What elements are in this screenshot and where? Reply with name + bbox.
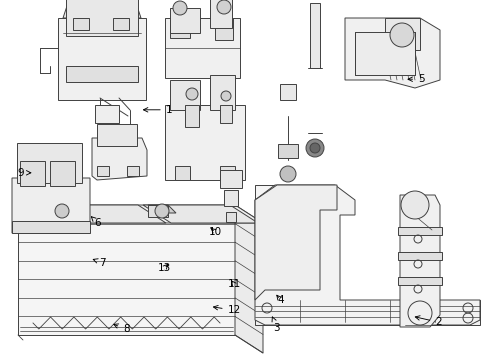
Bar	[215, 18, 233, 40]
Bar	[226, 212, 236, 222]
Bar	[170, 8, 200, 33]
Bar	[224, 190, 238, 206]
Polygon shape	[345, 18, 440, 88]
Bar	[220, 166, 235, 180]
Bar	[12, 221, 90, 233]
Bar	[220, 170, 242, 188]
Text: 8: 8	[114, 324, 130, 334]
Text: 4: 4	[277, 294, 284, 305]
Bar	[398, 277, 442, 285]
Bar	[175, 166, 190, 180]
Polygon shape	[23, 205, 166, 223]
Text: 2: 2	[416, 316, 442, 327]
Polygon shape	[255, 185, 335, 300]
Polygon shape	[165, 18, 240, 78]
Bar	[66, 66, 138, 82]
Circle shape	[310, 143, 320, 153]
Bar	[210, 75, 235, 110]
Bar	[97, 166, 109, 176]
Text: 12: 12	[214, 305, 241, 315]
Text: 10: 10	[209, 227, 222, 237]
Polygon shape	[255, 185, 337, 300]
Circle shape	[280, 166, 296, 182]
Bar	[66, 0, 138, 36]
Bar	[95, 105, 119, 123]
Text: 7: 7	[93, 258, 106, 268]
Bar	[398, 252, 442, 260]
Polygon shape	[355, 32, 415, 75]
Circle shape	[217, 0, 231, 14]
Circle shape	[55, 204, 69, 218]
Polygon shape	[92, 138, 147, 180]
Text: 13: 13	[157, 263, 171, 273]
Bar	[310, 3, 320, 68]
Polygon shape	[18, 205, 235, 335]
Bar	[127, 166, 139, 176]
Bar	[280, 84, 296, 100]
Bar	[220, 105, 232, 123]
Polygon shape	[63, 3, 141, 18]
Bar	[185, 105, 199, 127]
Polygon shape	[235, 205, 263, 353]
Circle shape	[186, 88, 198, 100]
Bar	[398, 227, 442, 235]
Bar	[170, 80, 200, 110]
Circle shape	[306, 139, 324, 157]
Bar	[97, 124, 137, 146]
Polygon shape	[12, 178, 90, 233]
Circle shape	[221, 91, 231, 101]
Text: 3: 3	[272, 317, 280, 333]
Circle shape	[390, 23, 414, 47]
Polygon shape	[48, 205, 68, 217]
Polygon shape	[148, 205, 176, 213]
Text: 11: 11	[227, 279, 241, 289]
Polygon shape	[58, 18, 146, 100]
Polygon shape	[148, 205, 168, 217]
Bar	[73, 18, 89, 30]
Bar	[170, 20, 190, 38]
Text: 1: 1	[144, 105, 172, 115]
Circle shape	[401, 191, 429, 219]
Bar	[50, 161, 75, 186]
Circle shape	[155, 204, 169, 218]
Bar	[113, 18, 129, 30]
Polygon shape	[400, 195, 440, 327]
Text: 5: 5	[408, 74, 425, 84]
Polygon shape	[165, 105, 245, 180]
Bar	[210, 0, 232, 28]
Bar	[20, 161, 45, 186]
Circle shape	[173, 1, 187, 15]
Polygon shape	[48, 205, 76, 213]
Polygon shape	[385, 18, 420, 50]
Polygon shape	[18, 205, 263, 223]
Polygon shape	[255, 300, 480, 325]
Text: 9: 9	[17, 168, 31, 178]
Polygon shape	[143, 205, 258, 223]
Polygon shape	[255, 185, 480, 325]
Bar	[278, 144, 298, 158]
Text: 6: 6	[91, 217, 101, 228]
Bar	[17, 143, 82, 183]
